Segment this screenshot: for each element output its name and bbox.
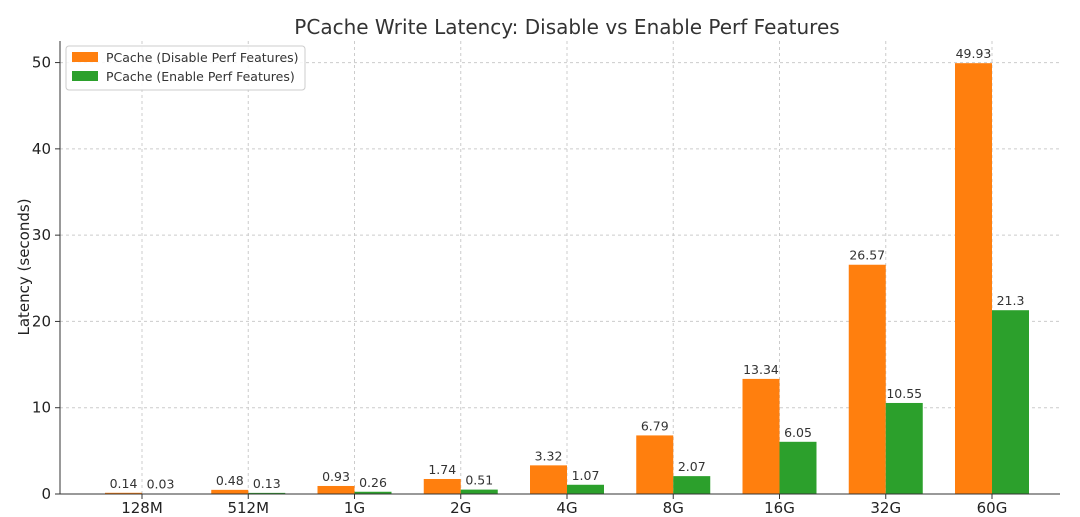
bar-value-label: 10.55 [886,386,922,401]
x-tick-label: 2G [450,499,471,517]
y-axis-label: Latency (seconds) [15,198,33,335]
x-tick-label: 512M [227,499,269,517]
bar-series-2 [460,489,498,494]
bar-series-1 [423,478,461,494]
bar-series-2 [992,310,1029,494]
bar-value-label: 0.14 [110,476,138,491]
bar-value-label: 21.3 [997,293,1025,308]
bar-series-2 [567,484,604,494]
bar-series-1 [848,264,886,494]
bar-value-label: 6.79 [641,418,669,433]
y-tick-label: 10 [32,399,51,417]
bar-value-label: 0.03 [147,477,175,492]
bars [105,63,1029,495]
chart-title: PCache Write Latency: Disable vs Enable … [294,15,839,39]
bar-series-1 [955,63,992,495]
bar-value-label: 0.13 [253,476,281,491]
bar-series-1 [742,378,780,494]
bar-series-2 [885,402,923,494]
bar-value-label: 2.07 [678,459,706,474]
legend-label: PCache (Disable Perf Features) [106,50,299,65]
bar-value-label: 26.57 [849,248,885,263]
bar-value-label: 1.74 [428,462,456,477]
bar-series-2 [354,491,392,494]
legend-swatch [72,71,98,81]
legend-swatch [72,52,98,62]
bar-value-label: 6.05 [784,425,812,440]
bar-value-label: 0.48 [216,473,244,488]
legend-label: PCache (Enable Perf Features) [106,69,295,84]
y-tick-label: 40 [32,140,51,158]
x-tick-label: 128M [121,499,163,517]
bar-series-1 [317,485,355,494]
x-tick-label: 8G [663,499,684,517]
bar-series-1 [636,435,674,494]
y-tick-label: 20 [32,312,51,330]
y-tick-label: 0 [41,485,51,503]
bar-series-2 [248,492,286,494]
axes: 0 10 20 30 40 50 128M 512M 1G 2G 4G 8G 16G 32G 60G [32,41,1060,517]
bar-series-2 [673,476,711,494]
bar-series-1 [211,489,249,494]
bar-series-1 [530,465,567,494]
bar-value-label: 0.51 [465,473,493,488]
bar-value-label: 49.93 [956,46,992,61]
bar-series-1 [105,492,142,494]
x-tick-label: 32G [870,499,901,517]
bar-value-label: 0.26 [359,475,387,490]
x-tick-label: 60G [977,499,1008,517]
x-tick-label: 16G [764,499,795,517]
x-tick-label: 1G [344,499,365,517]
bar-value-label: 3.32 [535,448,563,463]
bar-value-label: 13.34 [743,362,779,377]
bar-value-label: 1.07 [572,468,600,483]
bar-series-2 [779,441,817,494]
y-tick-label: 30 [32,226,51,244]
y-tick-label: 50 [32,54,51,72]
legend-box [65,45,306,91]
data-labels: 0.14 0.48 0.93 1.74 3.32 6.79 13.34 26.57 49.93 0… [110,46,1025,492]
legend: PCache (Disable Perf Features) PCache (En… [65,45,306,91]
bar-value-label: 0.93 [322,469,350,484]
x-tick-label: 4G [556,499,577,517]
